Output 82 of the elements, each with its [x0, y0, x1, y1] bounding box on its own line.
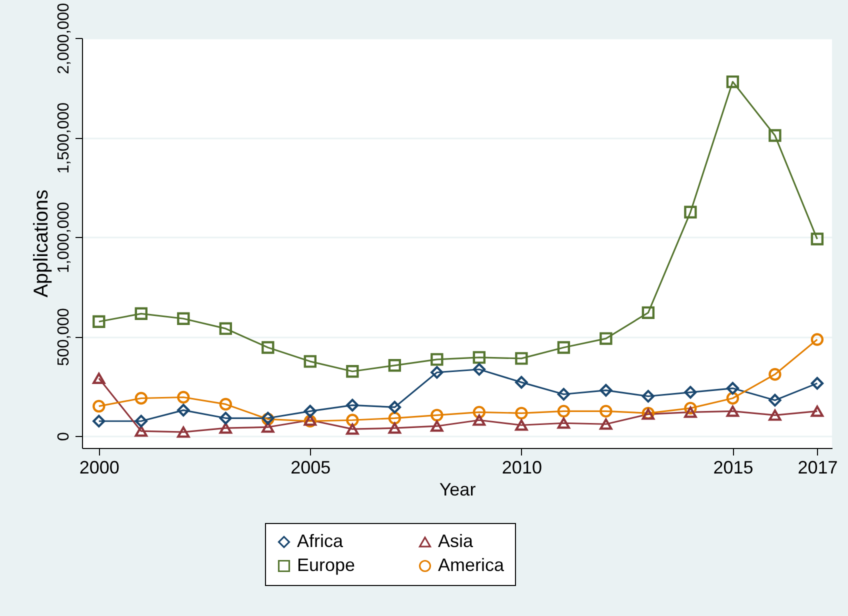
point: [177, 404, 190, 417]
point: [219, 422, 232, 434]
point: [726, 382, 740, 395]
point: [177, 390, 190, 404]
x-tick-label: 2015: [713, 458, 754, 478]
point: [472, 414, 486, 426]
point: [600, 332, 612, 345]
point: [304, 355, 317, 368]
point: [472, 363, 486, 376]
point: [430, 366, 444, 379]
point: [768, 410, 782, 421]
legend-label: Asia: [438, 531, 474, 551]
x-tick-label: 2000: [79, 458, 120, 478]
point: [134, 425, 148, 437]
x-tick-label: 2005: [290, 458, 331, 478]
point: [557, 404, 570, 418]
x-tick-label: 2017: [798, 458, 838, 478]
point: [472, 351, 486, 364]
point: [92, 400, 106, 413]
point: [346, 423, 359, 435]
y-tick-label: 1,500,000: [56, 102, 72, 174]
point: [219, 322, 232, 335]
point: [684, 386, 697, 399]
point: [177, 312, 190, 325]
point: [768, 368, 782, 381]
point: [134, 414, 148, 428]
point: [810, 376, 824, 390]
point: [262, 341, 274, 354]
point: [134, 307, 148, 320]
point: [388, 422, 402, 434]
point: [768, 394, 782, 407]
point: [810, 232, 824, 246]
y-tick-label: 500,000: [56, 308, 72, 366]
point: [810, 406, 824, 417]
point: [346, 414, 359, 426]
point: [642, 306, 655, 320]
point: [515, 376, 528, 389]
y-tick-label: 2,000,000: [56, 2, 72, 74]
point: [472, 406, 486, 419]
point: [515, 406, 528, 420]
point: [557, 417, 570, 429]
point: [557, 388, 570, 401]
point: [726, 406, 740, 417]
point: [219, 398, 232, 411]
point: [600, 418, 612, 430]
point: [262, 421, 274, 433]
point: [92, 414, 106, 428]
y-axis-title: Applications: [30, 190, 52, 298]
y-tick-label: 0: [56, 432, 72, 442]
point: [388, 359, 402, 372]
point: [515, 352, 528, 365]
point: [134, 392, 148, 405]
x-axis-title: Year: [439, 480, 476, 500]
point: [388, 400, 402, 414]
point: [304, 404, 317, 418]
point: [177, 426, 190, 438]
point: [557, 341, 570, 354]
point: [768, 129, 782, 142]
point: [684, 402, 697, 415]
point: [726, 392, 740, 405]
point: [430, 420, 444, 432]
point: [600, 384, 612, 397]
point: [642, 390, 655, 403]
point: [726, 75, 740, 88]
point: [346, 398, 359, 412]
point: [430, 353, 444, 366]
legend-label: Africa: [297, 531, 344, 551]
point: [430, 408, 444, 422]
point: [810, 333, 824, 346]
point: [515, 419, 528, 431]
legend-label: Europe: [297, 555, 356, 575]
x-tick-label: 2010: [502, 458, 542, 478]
point: [684, 206, 697, 218]
point: [684, 406, 697, 418]
y-tick-label: 1,000,000: [56, 202, 72, 274]
legend-label: America: [438, 555, 506, 575]
point: [388, 412, 402, 424]
point: [92, 315, 106, 328]
point: [92, 372, 106, 384]
point: [219, 412, 232, 424]
point: [600, 404, 612, 418]
point: [346, 365, 359, 378]
